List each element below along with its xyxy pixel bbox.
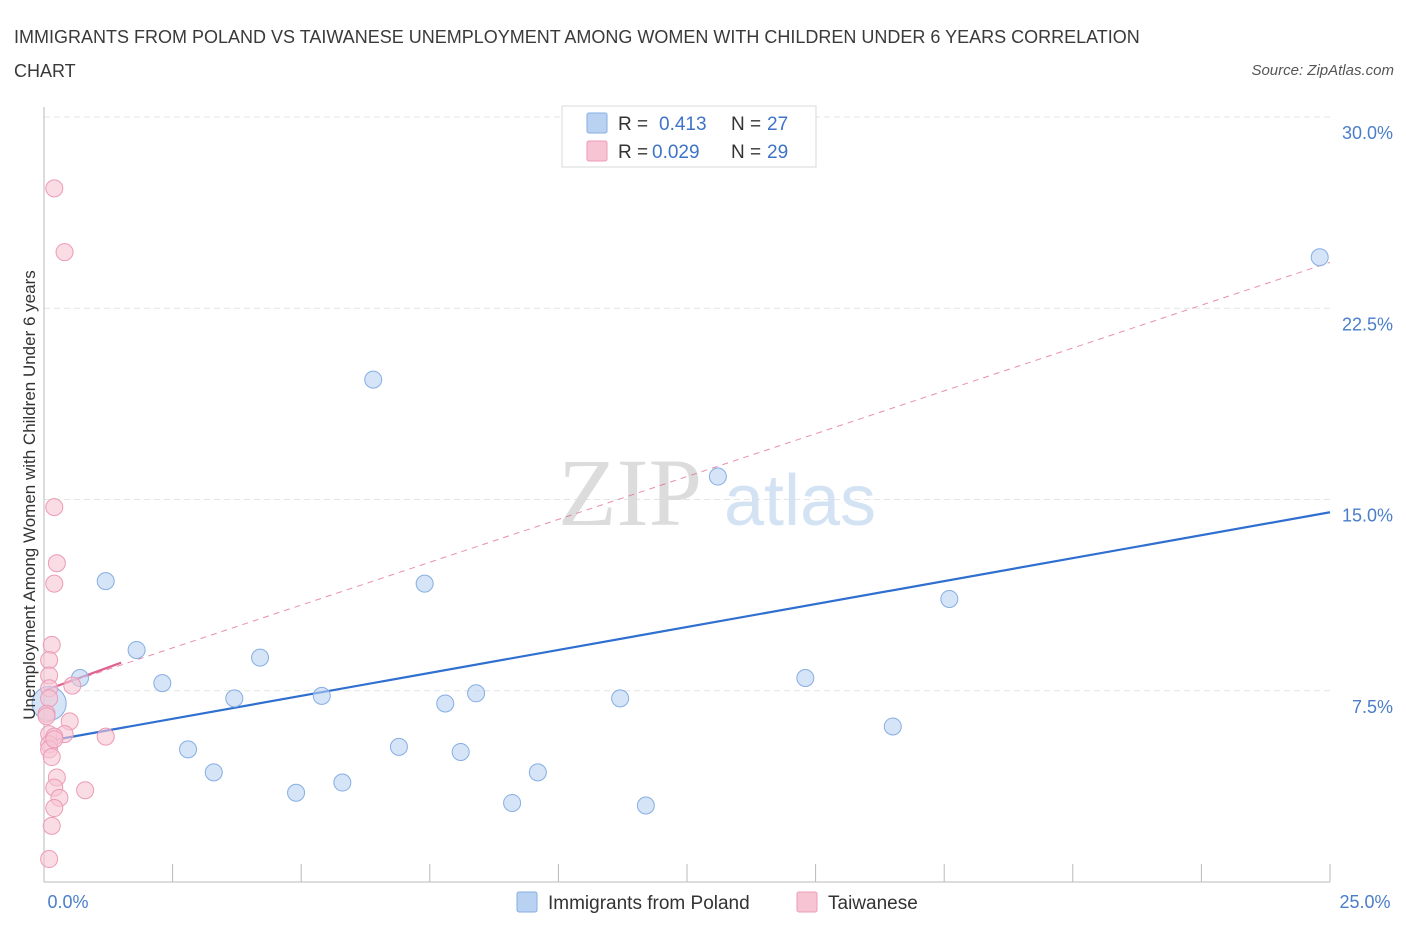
poland-point xyxy=(1310,248,1329,267)
taiwanese-point xyxy=(45,179,64,198)
taiwanese-point xyxy=(40,850,59,869)
taiwanese-point xyxy=(42,635,61,654)
taiwanese-point xyxy=(76,781,95,800)
bottom-legend-taiwanese: Taiwanese xyxy=(828,893,918,914)
poland-point xyxy=(708,467,727,486)
bottom-legend-swatch-taiwanese xyxy=(796,891,818,913)
poland-point xyxy=(251,648,270,667)
y-axis-title: Unemployment Among Women with Children U… xyxy=(20,270,39,719)
poland-point xyxy=(883,717,902,736)
legend-n-value: 29 xyxy=(767,142,788,163)
taiwanese-point xyxy=(42,748,61,767)
tick-labels: 7.5% 15.0% 22.5% 30.0% 0.0% 25.0% xyxy=(47,123,1393,912)
poland-point xyxy=(636,796,655,815)
watermark: ZIP atlas xyxy=(558,439,876,546)
bottom-legend-swatch-poland xyxy=(516,891,538,913)
taiwanese-point xyxy=(45,799,64,818)
data-points xyxy=(31,179,1329,869)
taiwanese-point xyxy=(37,707,56,726)
bottom-legend-poland: Immigrants from Poland xyxy=(548,893,750,914)
series-legend: Immigrants from Poland Taiwanese xyxy=(516,891,918,914)
taiwanese-point xyxy=(47,554,66,573)
legend-r-value: 0.029 xyxy=(652,142,700,163)
legend-r-value: 0.413 xyxy=(659,114,707,135)
poland-point xyxy=(503,793,522,812)
poland-point xyxy=(96,572,115,591)
legend-n-value: 27 xyxy=(767,114,788,135)
poland-point xyxy=(796,669,815,687)
poland-point xyxy=(312,686,331,705)
legend-swatch-poland xyxy=(586,112,608,134)
poland-point xyxy=(179,740,198,759)
legend-swatch-taiwanese xyxy=(586,140,608,162)
poland-point xyxy=(127,640,146,659)
y-tick-label: 22.5% xyxy=(1342,314,1393,334)
poland-point xyxy=(467,684,486,703)
taiwanese-point xyxy=(42,816,61,835)
grid-lines xyxy=(44,116,1330,692)
poland-point xyxy=(611,689,630,708)
chart-title: IMMIGRANTS FROM POLAND VS TAIWANESE UNEM… xyxy=(14,27,1140,81)
taiwanese-point xyxy=(63,676,82,695)
taiwanese-point xyxy=(45,730,64,749)
poland-point xyxy=(204,763,223,782)
taiwanese-point xyxy=(45,574,64,593)
legend-n-label: N = xyxy=(731,142,761,163)
poland-point xyxy=(287,783,306,802)
poland-trend-line xyxy=(43,511,1331,743)
correlation-legend: R = 0.413 N = 27 R = 0.029 N = 29 xyxy=(561,105,817,168)
poland-point xyxy=(389,737,408,756)
poland-point xyxy=(940,589,959,608)
taiwanese-trend-extended xyxy=(43,261,1331,692)
poland-point xyxy=(528,763,547,782)
legend-n-label: N = xyxy=(731,114,761,135)
poland-point xyxy=(333,773,352,792)
x-tick-label: 0.0% xyxy=(47,892,88,912)
taiwanese-point xyxy=(40,689,59,708)
taiwanese-point xyxy=(96,727,115,746)
poland-point xyxy=(364,370,383,389)
source-label: Source: ZipAtlas.com xyxy=(1251,62,1394,79)
y-tick-label: 15.0% xyxy=(1342,506,1393,526)
poland-point xyxy=(153,674,172,693)
watermark-zip: ZIP xyxy=(558,439,702,546)
watermark-atlas: atlas xyxy=(724,461,876,541)
poland-point xyxy=(415,574,434,593)
legend-r-label: R = xyxy=(618,142,648,163)
x-tick-label: 25.0% xyxy=(1339,892,1390,912)
taiwanese-point xyxy=(45,498,64,517)
poland-point xyxy=(225,689,244,708)
taiwanese-point xyxy=(40,651,59,670)
y-tick-label: 30.0% xyxy=(1342,123,1393,143)
y-tick-label: 7.5% xyxy=(1352,697,1393,717)
legend-r-label: R = xyxy=(618,114,648,135)
taiwanese-point xyxy=(55,243,74,262)
poland-point xyxy=(436,694,455,713)
poland-point xyxy=(451,742,470,761)
